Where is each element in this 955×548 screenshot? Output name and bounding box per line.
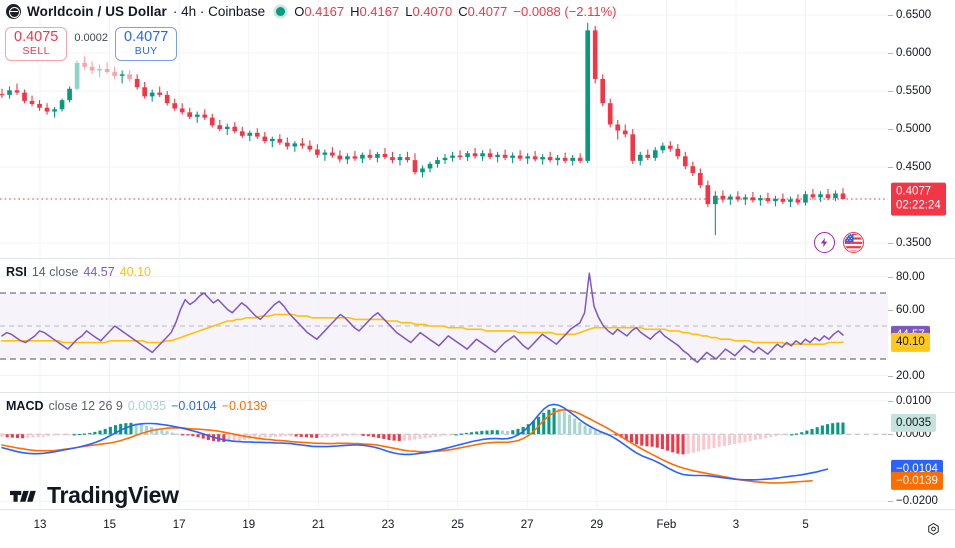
rsi-value: 44.57	[83, 265, 115, 279]
time-tick: 21	[311, 519, 325, 531]
macd-params: close 12 26 9	[48, 399, 123, 413]
macd-line-value: −0.0104	[171, 399, 217, 413]
time-axis[interactable]: 13 15 17 19 21 23 25 27 29 Feb 3 5	[0, 509, 955, 548]
macd-hist-badge[interactable]: 0.0035	[891, 413, 937, 432]
time-tick: 29	[590, 519, 604, 531]
quote-buttons[interactable]: 0.4075 SELL 0.0002 0.4077 BUY	[5, 27, 178, 62]
macd-name: MACD	[6, 399, 44, 413]
rsi-name: RSI	[6, 265, 27, 279]
sell-label: SELL	[22, 44, 50, 57]
live-dot-icon	[276, 7, 286, 16]
macd-tick: −0.0200	[888, 495, 938, 507]
us-flag-icon[interactable]	[843, 232, 864, 253]
macd-chart[interactable]	[0, 394, 888, 508]
open-label: O	[294, 4, 305, 19]
time-tick: 3	[732, 519, 740, 531]
price-axis[interactable]: 0.6500 0.6000 0.5500 0.5000 0.4500 0.3500 0.40…	[888, 0, 955, 258]
macd-signal-value: −0.0139	[221, 399, 268, 413]
sell-button[interactable]: 0.4075 SELL	[5, 27, 68, 62]
ohlc-values: O0.4167 H0.4167 L0.4070 C0.4077 −0.0088 …	[294, 4, 616, 19]
symbol-title[interactable]: Worldcoin / US Dollar	[27, 4, 167, 19]
close-value: 0.4077	[467, 4, 508, 19]
macd-hist-value: 0.0035	[127, 399, 167, 413]
panel-divider-2	[0, 392, 955, 393]
gear-icon[interactable]	[926, 522, 941, 537]
macd-legend[interactable]: MACD close 12 26 9 0.0035 −0.0104 −0.013…	[6, 399, 267, 413]
current-price-badge[interactable]: 0.4077 02:22:24	[891, 182, 946, 216]
time-tick: 5	[802, 519, 809, 531]
time-tick: 23	[381, 519, 395, 531]
high-value: 0.4167	[359, 4, 400, 19]
spread-value: 0.0002	[74, 32, 109, 44]
macd-axis[interactable]: 0.0100 0.0000 −0.0200 0.0035 −0.0104 −0.0139	[888, 394, 955, 508]
worldcoin-icon	[6, 4, 21, 19]
rsi-tick: 80.00	[888, 271, 925, 283]
price-tick: 0.5500	[888, 85, 931, 97]
price-tick: 0.3500	[888, 237, 931, 249]
time-tick: 27	[520, 519, 534, 531]
low-value: 0.4070	[412, 4, 453, 19]
price-tick: 0.6500	[888, 9, 931, 21]
current-price-value: 0.4077	[896, 185, 932, 198]
rsi-panel[interactable]	[0, 260, 888, 392]
time-tick: Feb	[656, 519, 677, 531]
change-value: −0.0088 (−2.11%)	[513, 4, 617, 19]
lightning-bolt-icon[interactable]	[814, 232, 835, 253]
macd-panel[interactable]	[0, 394, 888, 508]
open-value: 0.4167	[304, 4, 345, 19]
time-tick: 25	[451, 519, 464, 531]
time-tick: 17	[172, 519, 186, 531]
panel-divider-1	[0, 258, 955, 259]
rsi-ma-badge[interactable]: 40.10	[891, 333, 930, 352]
price-tick: 0.5000	[888, 123, 931, 135]
rsi-legend[interactable]: RSI 14 close 44.57 40.10	[6, 265, 151, 279]
tradingview-logo: TradingView	[10, 482, 179, 509]
price-tick: 0.4500	[888, 161, 931, 173]
chart-legend-header: Worldcoin / US Dollar · 4h · Coinbase O0…	[6, 4, 617, 19]
buy-button[interactable]: 0.4077 BUY	[115, 27, 178, 62]
tradingview-mark-icon	[10, 490, 36, 502]
time-tick: 15	[103, 519, 116, 531]
high-label: H	[350, 4, 360, 19]
bar-countdown: 02:22:24	[896, 200, 941, 213]
time-tick: 19	[242, 519, 256, 531]
rsi-ma-value: 40.10	[119, 265, 151, 279]
buy-label: BUY	[134, 44, 158, 57]
time-tick: 13	[33, 519, 47, 531]
rsi-tick: 60.00	[888, 304, 925, 316]
tradingview-wordmark: TradingView	[47, 482, 179, 508]
rsi-tick: 20.00	[888, 370, 925, 382]
macd-tick: 0.0100	[888, 395, 931, 407]
floating-action-buttons[interactable]	[814, 232, 864, 253]
buy-price: 0.4077	[124, 29, 169, 45]
low-label: L	[405, 4, 413, 19]
close-label: C	[458, 4, 468, 19]
macd-signal-badge[interactable]: −0.0139	[891, 471, 943, 491]
symbol-meta[interactable]: · 4h · Coinbase	[172, 4, 266, 19]
rsi-chart[interactable]	[0, 260, 888, 392]
price-tick: 0.6000	[888, 47, 931, 59]
rsi-params: 14 close	[31, 265, 79, 279]
sell-price: 0.4075	[14, 29, 59, 45]
